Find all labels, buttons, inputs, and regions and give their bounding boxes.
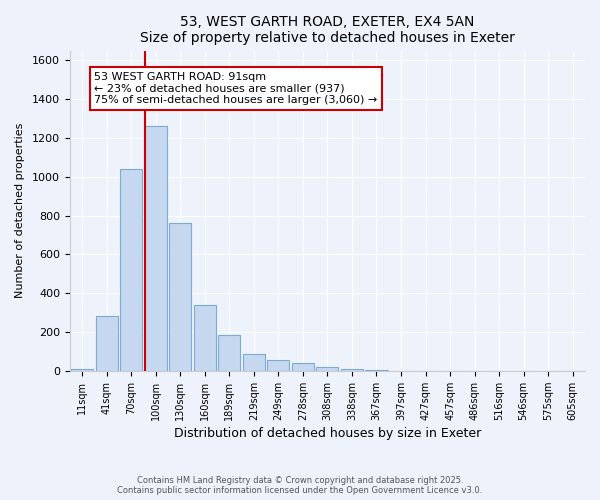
Text: 53 WEST GARTH ROAD: 91sqm
← 23% of detached houses are smaller (937)
75% of semi: 53 WEST GARTH ROAD: 91sqm ← 23% of detac… bbox=[94, 72, 377, 105]
Bar bbox=[71, 369, 93, 371]
Bar bbox=[243, 354, 265, 371]
Title: 53, WEST GARTH ROAD, EXETER, EX4 5AN
Size of property relative to detached house: 53, WEST GARTH ROAD, EXETER, EX4 5AN Siz… bbox=[140, 15, 515, 45]
Bar bbox=[194, 305, 216, 371]
Y-axis label: Number of detached properties: Number of detached properties bbox=[15, 123, 25, 298]
Bar bbox=[169, 224, 191, 371]
X-axis label: Distribution of detached houses by size in Exeter: Distribution of detached houses by size … bbox=[174, 427, 481, 440]
Bar bbox=[145, 126, 167, 371]
Bar bbox=[292, 363, 314, 371]
Bar bbox=[218, 335, 241, 371]
Bar bbox=[316, 366, 338, 371]
Bar bbox=[341, 369, 363, 371]
Bar bbox=[95, 316, 118, 371]
Text: Contains HM Land Registry data © Crown copyright and database right 2025.
Contai: Contains HM Land Registry data © Crown c… bbox=[118, 476, 482, 495]
Bar bbox=[120, 169, 142, 371]
Bar bbox=[267, 360, 289, 371]
